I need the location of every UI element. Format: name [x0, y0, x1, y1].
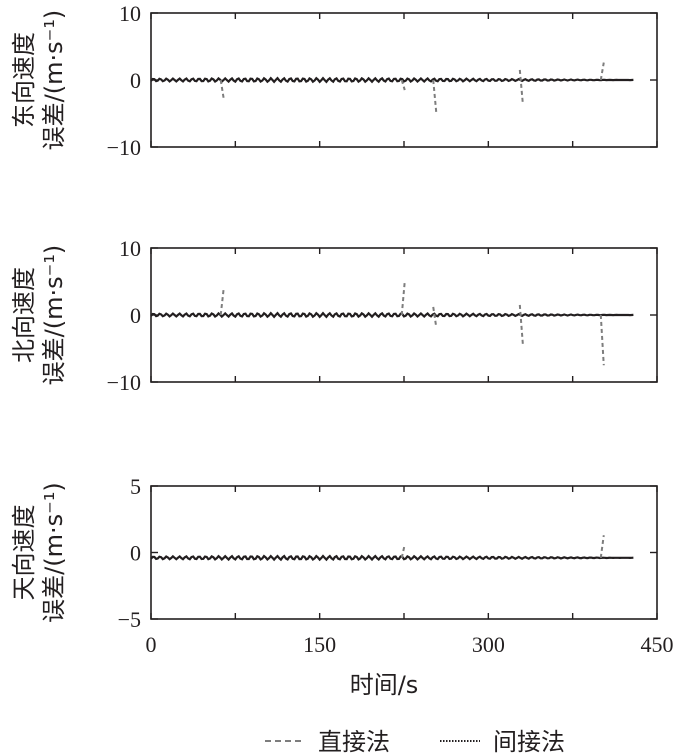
y-tick-label: 0 — [130, 541, 141, 566]
plot-frame — [150, 485, 658, 620]
series-direct-spike — [599, 535, 605, 558]
series-indirect-line — [150, 76, 634, 84]
series-direct-spike — [400, 79, 406, 91]
x-tick-label: 150 — [303, 632, 336, 657]
y-axis-label-line: 北向速度 — [10, 267, 38, 363]
x-tick-label: 450 — [641, 632, 674, 657]
panel-2: −10 0 10 北向速度误差/(m·s⁻¹) — [10, 236, 658, 395]
series-direct-spike — [599, 314, 605, 366]
legend-label-direct: 直接法 — [318, 728, 390, 756]
series-indirect-line — [150, 311, 634, 319]
y-axis-label-line: 误差/(m·s⁻¹) — [40, 10, 68, 151]
y-tick-label: 0 — [130, 303, 141, 328]
y-axis-label-line: 天向速度 — [10, 505, 38, 601]
y-axis-label-line: 东向速度 — [10, 32, 38, 128]
y-axis-label: 东向速度误差/(m·s⁻¹) — [10, 10, 68, 151]
y-axis-label-line: 误差/(m·s⁻¹) — [40, 245, 68, 386]
y-axis-label-line: 误差/(m·s⁻¹) — [40, 482, 68, 623]
y-tick-label: −10 — [107, 370, 141, 395]
series-direct-spike — [432, 79, 438, 113]
legend-label-indirect: 间接法 — [493, 728, 565, 756]
series-indirect-line — [150, 554, 634, 562]
y-tick-label: 0 — [130, 68, 141, 93]
y-tick-label: 10 — [119, 236, 141, 261]
series-direct-spike — [599, 62, 605, 81]
y-tick-label: −5 — [118, 607, 141, 632]
y-tick-label: 10 — [119, 1, 141, 26]
x-axis-label: 时间/s — [350, 671, 419, 699]
x-tick-label: 0 — [146, 632, 157, 657]
series-direct-spike — [432, 306, 438, 328]
y-tick-label: 5 — [130, 474, 141, 499]
series-direct-spike — [518, 69, 524, 104]
y-tick-label: −10 — [107, 135, 141, 160]
panel-1: −10 0 10 东向速度误差/(m·s⁻¹) — [10, 1, 658, 160]
series-direct-spike — [518, 304, 524, 344]
legend: 直接法 间接法 — [265, 728, 565, 756]
y-axis-label: 天向速度误差/(m·s⁻¹) — [10, 482, 68, 623]
series-direct-spike — [400, 281, 406, 316]
series-direct-spike — [400, 544, 406, 559]
y-axis-label: 北向速度误差/(m·s⁻¹) — [10, 245, 68, 386]
x-tick-label: 300 — [472, 632, 505, 657]
series-direct-spike — [219, 288, 225, 316]
series-direct-spike — [219, 79, 225, 99]
